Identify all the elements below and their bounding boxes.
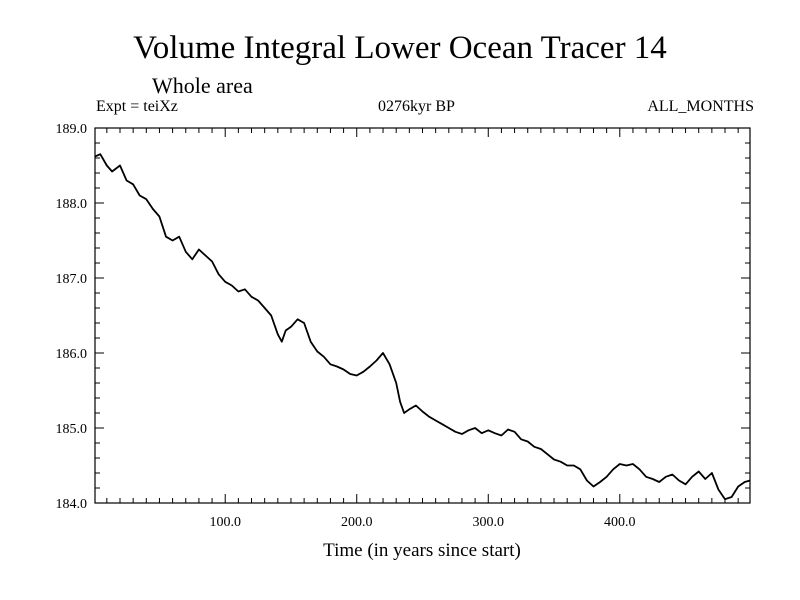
months-label: ALL_MONTHS: [647, 98, 754, 115]
x-axis-label: Time (in years since start): [323, 540, 521, 561]
x-tick-label: 300.0: [473, 515, 505, 530]
y-tick-label: 186.0: [56, 347, 88, 362]
y-tick-label: 185.0: [56, 422, 88, 437]
y-tick-label: 189.0: [56, 122, 88, 137]
period-label: 0276kyr BP: [378, 98, 455, 115]
series-line: [94, 153, 751, 501]
x-tick-label: 200.0: [341, 515, 373, 530]
y-tick-label: 188.0: [56, 197, 88, 212]
axis-tick-labels: 100.0 200.0 300.0 400.0 184.0 185.0 186.0 187.0…: [56, 122, 636, 530]
y-tick-label: 184.0: [56, 497, 88, 512]
chart-title: Volume Integral Lower Ocean Tracer 14: [133, 30, 667, 66]
x-tick-label: 100.0: [209, 515, 241, 530]
experiment-label: Expt = teiXz: [96, 98, 178, 115]
plot-frame: [94, 127, 751, 504]
chart-subtitle: Whole area: [152, 73, 253, 98]
axis-ticks: [95, 127, 750, 504]
x-tick-label: 400.0: [604, 515, 636, 530]
y-tick-label: 187.0: [56, 272, 88, 287]
